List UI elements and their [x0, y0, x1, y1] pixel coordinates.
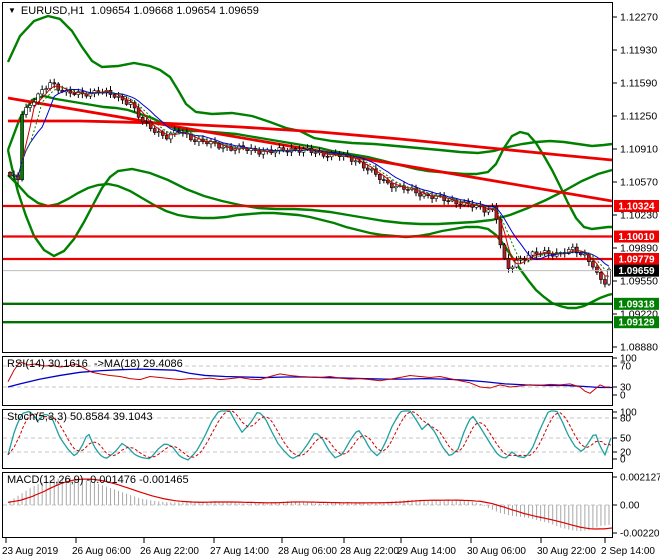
price-axis-label: 1.11930 — [620, 45, 657, 57]
svg-text:20: 20 — [620, 448, 632, 459]
price-axis-label: 1.09890 — [620, 243, 658, 255]
price-badge-text: 1.10324 — [618, 202, 655, 213]
price-axis-label: 1.08880 — [620, 342, 658, 354]
price-axis-label: 1.12270 — [620, 12, 658, 24]
time-axis-label: 2 Sep 14:00 — [601, 546, 655, 557]
price-axis-label: 1.09220 — [620, 309, 658, 321]
svg-text:0.00: 0.00 — [620, 501, 640, 512]
price-axis-label: 1.10570 — [620, 177, 658, 189]
price-axis-label: 1.09550 — [620, 276, 658, 288]
time-axis: 23 Aug 2019 26 Aug 06:00 26 Aug 22:00 27 Au… — [2, 538, 655, 557]
svg-text:0: 0 — [620, 455, 626, 466]
price-badge-text: 1.10010 — [618, 232, 655, 243]
svg-text:100: 100 — [620, 354, 637, 365]
main-chart-pane[interactable] — [2, 2, 613, 353]
price-badge-text: 1.09318 — [618, 299, 655, 310]
time-axis-label: 29 Aug 14:00 — [397, 546, 456, 557]
price-axis-label: 1.11250 — [620, 111, 657, 123]
chevron-down-icon[interactable]: ▼ — [8, 6, 16, 15]
svg-text:50: 50 — [620, 434, 632, 445]
time-axis-label: 26 Aug 06:00 — [72, 546, 131, 557]
time-axis-label: 28 Aug 06:00 — [278, 546, 337, 557]
time-axis-label: 26 Aug 22:00 — [140, 546, 199, 557]
stoch-header: Stoch(5,3,3) 50.8584 39.1043 — [7, 411, 153, 423]
time-axis-label: 28 Aug 22:00 — [340, 546, 399, 557]
price-badge-support — [614, 297, 659, 310]
svg-text:0.002127: 0.002127 — [620, 473, 660, 484]
price-badge-text: 1.09659 — [618, 266, 655, 277]
price-badge-support — [614, 316, 659, 329]
chart-title-text: EURUSD,H1 1.09654 1.09668 1.09654 1.0965… — [20, 5, 259, 17]
price-axis-label: 1.10230 — [620, 210, 658, 222]
time-axis-label: 23 Aug 2019 — [2, 546, 59, 557]
time-axis-label: 30 Aug 06:00 — [467, 546, 526, 557]
price-badge-resistance — [614, 230, 659, 243]
svg-text:0: 0 — [620, 391, 626, 402]
price-badge-text: 1.09779 — [618, 254, 655, 265]
price-badge-text: 1.09129 — [618, 318, 655, 329]
price-badge-resistance — [614, 200, 659, 212]
svg-text:100: 100 — [620, 408, 637, 419]
price-badge-resistance — [614, 252, 659, 265]
time-axis-label: 30 Aug 22:00 — [537, 546, 596, 557]
svg-text:70: 70 — [620, 362, 632, 373]
price-axis-label: 1.11590 — [620, 78, 657, 90]
svg-text:30: 30 — [620, 383, 632, 394]
rsi-header: RSI(14) 30.1616 ->MA(18) 29.4086 — [7, 358, 183, 370]
price-axis-label: 1.10910 — [620, 144, 658, 156]
svg-text:80: 80 — [620, 414, 632, 425]
chart-title: ▼ EURUSD,H1 1.09654 1.09668 1.09654 1.096… — [8, 5, 259, 17]
svg-text:-0.002207: -0.002207 — [620, 529, 660, 540]
price-axis: 1.12270 1.11930 1.11590 1.11250 1.10910 1.105… — [613, 12, 659, 354]
indicator-axis: 0.002127 0.00 -0.002207 — [613, 473, 660, 540]
time-axis-label: 27 Aug 14:00 — [210, 546, 269, 557]
macd-header: MACD(12,26,9) -0.001476 -0.001465 — [7, 474, 189, 486]
price-badge-bid — [614, 264, 659, 277]
